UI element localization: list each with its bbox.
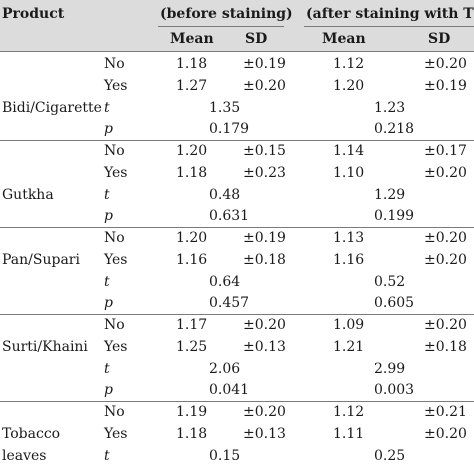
sd-before-value: ±0.20 bbox=[243, 404, 286, 420]
stat-before-value: 0.631 bbox=[209, 208, 250, 224]
mean-after-value: 1.12 bbox=[333, 56, 365, 72]
row-label: Yes bbox=[104, 78, 128, 94]
stat-before-value: 0.041 bbox=[209, 382, 250, 398]
mean-after-value: 1.11 bbox=[333, 426, 365, 442]
sd-after-value: ±0.20 bbox=[424, 426, 467, 442]
header-mean-before: Mean bbox=[170, 31, 214, 47]
product-name: Surti/Khaini bbox=[2, 339, 88, 355]
mean-after-value: 1.10 bbox=[333, 165, 365, 181]
stat-before-value: 0.64 bbox=[209, 274, 241, 290]
row-label: No bbox=[104, 143, 125, 159]
row-label: p bbox=[104, 382, 113, 398]
product-name: leaves bbox=[2, 448, 47, 464]
mean-before-value: 1.18 bbox=[176, 426, 208, 442]
mean-after-value: 1.21 bbox=[333, 339, 365, 355]
header-mean-after: Mean bbox=[322, 31, 366, 47]
row-label: Yes bbox=[104, 165, 128, 181]
sd-before-value: ±0.19 bbox=[243, 56, 286, 72]
group-divider bbox=[0, 227, 474, 228]
row-label: t bbox=[104, 100, 110, 116]
row-label: No bbox=[104, 56, 125, 72]
sd-after-value: ±0.20 bbox=[424, 165, 467, 181]
mean-before-value: 1.27 bbox=[176, 78, 208, 94]
row-label: t bbox=[104, 448, 110, 464]
sd-after-value: ±0.18 bbox=[424, 339, 467, 355]
mean-after-value: 1.14 bbox=[333, 143, 365, 159]
mean-after-value: 1.20 bbox=[333, 78, 365, 94]
mean-before-value: 1.17 bbox=[176, 317, 208, 333]
mean-after-value: 1.16 bbox=[333, 252, 365, 268]
stat-after-value: 1.29 bbox=[374, 187, 406, 203]
sd-after-value: ±0.20 bbox=[424, 56, 467, 72]
mean-before-value: 1.19 bbox=[176, 404, 208, 420]
sd-before-value: ±0.20 bbox=[243, 317, 286, 333]
row-label: p bbox=[104, 295, 113, 311]
sd-after-value: ±0.21 bbox=[424, 404, 467, 420]
stat-before-value: 0.179 bbox=[209, 121, 250, 137]
sd-before-value: ±0.23 bbox=[243, 165, 286, 181]
mean-before-value: 1.25 bbox=[176, 339, 208, 355]
header-sd-after: SD bbox=[428, 31, 451, 47]
stat-after-value: 0.218 bbox=[374, 121, 415, 137]
sd-after-value: ±0.20 bbox=[424, 230, 467, 246]
stat-after-value: 0.25 bbox=[374, 448, 406, 464]
stat-before-value: 2.06 bbox=[209, 361, 241, 377]
row-label: Yes bbox=[104, 426, 128, 442]
sd-before-value: ±0.13 bbox=[243, 426, 286, 442]
row-label: No bbox=[104, 404, 125, 420]
mean-after-value: 1.13 bbox=[333, 230, 365, 246]
mean-before-value: 1.16 bbox=[176, 252, 208, 268]
row-label: t bbox=[104, 361, 110, 377]
row-label: No bbox=[104, 230, 125, 246]
row-label: t bbox=[104, 274, 110, 290]
group-divider bbox=[0, 140, 474, 141]
sd-before-value: ±0.18 bbox=[243, 252, 286, 268]
sd-before-value: ±0.15 bbox=[243, 143, 286, 159]
row-label: Yes bbox=[104, 252, 128, 268]
mean-before-value: 1.18 bbox=[176, 165, 208, 181]
sd-after-value: ±0.19 bbox=[424, 78, 467, 94]
product-name: Bidi/Cigarette bbox=[2, 100, 102, 116]
stat-after-value: 2.99 bbox=[374, 361, 406, 377]
row-label: p bbox=[104, 208, 113, 224]
sd-after-value: ±0.17 bbox=[424, 143, 467, 159]
stat-before-value: 0.48 bbox=[209, 187, 241, 203]
header-product: Product bbox=[2, 6, 65, 22]
group-divider bbox=[0, 401, 474, 402]
product-name: Tobacco bbox=[2, 426, 61, 442]
header-sd-before: SD bbox=[245, 31, 268, 47]
mean-after-value: 1.09 bbox=[333, 317, 365, 333]
product-name: Pan/Supari bbox=[2, 252, 80, 268]
header-group-before-rule bbox=[158, 26, 284, 27]
stat-after-value: 0.003 bbox=[374, 382, 415, 398]
sd-after-value: ±0.20 bbox=[424, 317, 467, 333]
stat-after-value: 1.23 bbox=[374, 100, 406, 116]
header-group-before: (before staining) bbox=[160, 6, 293, 22]
row-label: t bbox=[104, 187, 110, 203]
row-label: p bbox=[104, 121, 113, 137]
header-group-after-rule bbox=[304, 26, 474, 27]
sd-before-value: ±0.13 bbox=[243, 339, 286, 355]
group-divider bbox=[0, 314, 474, 315]
sd-after-value: ±0.20 bbox=[424, 252, 467, 268]
stat-before-value: 1.35 bbox=[209, 100, 241, 116]
sd-before-value: ±0.20 bbox=[243, 78, 286, 94]
sd-before-value: ±0.19 bbox=[243, 230, 286, 246]
product-name: Gutkha bbox=[2, 187, 54, 203]
header-group-after: (after staining with TB) bbox=[306, 6, 474, 22]
stat-after-value: 0.199 bbox=[374, 208, 415, 224]
mean-before-value: 1.18 bbox=[176, 56, 208, 72]
row-label: Yes bbox=[104, 339, 128, 355]
stat-before-value: 0.15 bbox=[209, 448, 241, 464]
stat-after-value: 0.605 bbox=[374, 295, 415, 311]
mean-after-value: 1.12 bbox=[333, 404, 365, 420]
row-label: No bbox=[104, 317, 125, 333]
stat-after-value: 0.52 bbox=[374, 274, 406, 290]
header-bottom-rule bbox=[0, 51, 474, 52]
mean-before-value: 1.20 bbox=[176, 143, 208, 159]
stat-before-value: 0.457 bbox=[209, 295, 250, 311]
mean-before-value: 1.20 bbox=[176, 230, 208, 246]
